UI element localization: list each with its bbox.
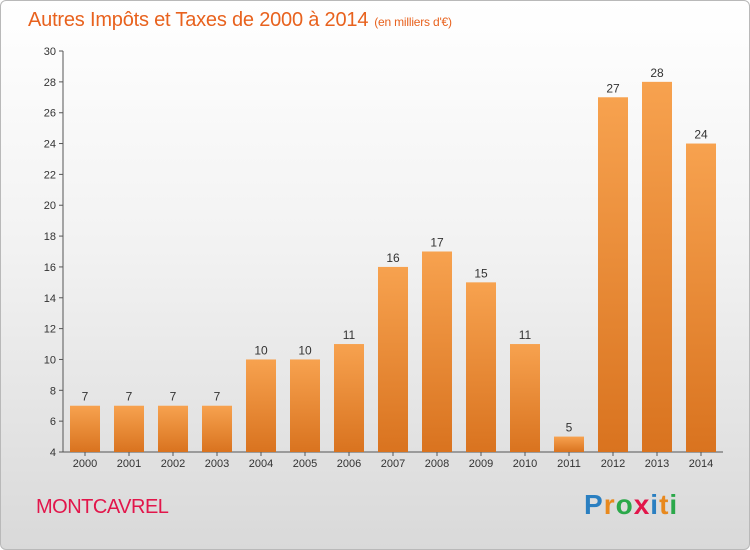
x-tick-label: 2002 — [161, 458, 185, 470]
x-tick-label: 2005 — [293, 458, 317, 470]
logo-letter: i — [669, 489, 679, 520]
x-tick-label: 2007 — [381, 458, 405, 470]
bar — [510, 344, 540, 452]
y-tick-label: 28 — [44, 77, 56, 89]
commune-name: MONTCAVREL — [36, 496, 169, 518]
x-tick-label: 2013 — [645, 458, 669, 470]
x-tick-label: 2010 — [513, 458, 537, 470]
proxiti-logo: Proxiti — [584, 489, 678, 521]
bar-value-label: 10 — [298, 343, 312, 357]
y-tick-label: 8 — [50, 385, 56, 397]
logo-letter: o — [615, 489, 634, 520]
chart-subtitle: (en milliers d'€) — [374, 15, 452, 29]
y-tick-label: 24 — [44, 139, 56, 151]
bar-value-label: 27 — [606, 81, 620, 95]
bar-value-label: 16 — [386, 251, 400, 265]
x-tick-label: 2006 — [337, 458, 361, 470]
bar-value-label: 28 — [650, 66, 664, 80]
bar — [554, 436, 584, 452]
y-tick-label: 14 — [44, 293, 56, 305]
bar-value-label: 11 — [343, 328, 356, 342]
y-tick-label: 30 — [44, 46, 56, 58]
bar — [290, 359, 320, 452]
bar-value-label: 11 — [519, 328, 532, 342]
bar-value-label: 7 — [82, 390, 89, 404]
bar — [158, 405, 188, 452]
bar — [686, 143, 716, 453]
bar — [598, 97, 628, 453]
x-tick-label: 2000 — [73, 458, 97, 470]
bar-value-label: 5 — [566, 421, 573, 435]
bar — [422, 251, 452, 452]
y-tick-label: 22 — [44, 169, 56, 181]
y-tick-label: 18 — [44, 231, 56, 243]
chart-title: Autres Impôts et Taxes de 2000 à 2014 (en… — [28, 9, 452, 31]
bar — [114, 405, 144, 452]
y-tick-label: 6 — [50, 416, 56, 428]
bar-value-label: 15 — [474, 266, 488, 280]
bar-value-label: 17 — [430, 236, 444, 250]
bar — [202, 405, 232, 452]
y-tick-label: 20 — [44, 200, 56, 212]
bar-value-label: 24 — [694, 128, 708, 142]
bar — [378, 266, 408, 452]
x-tick-label: 2011 — [557, 458, 581, 470]
x-tick-label: 2001 — [117, 458, 141, 470]
x-tick-label: 2008 — [425, 458, 449, 470]
bar — [246, 359, 276, 452]
bar — [642, 81, 672, 452]
y-tick-label: 12 — [44, 324, 56, 336]
x-tick-label: 2009 — [469, 458, 493, 470]
bar-value-label: 7 — [170, 390, 177, 404]
bar-value-label: 10 — [254, 343, 268, 357]
bar-value-label: 7 — [126, 390, 133, 404]
y-tick-label: 4 — [50, 447, 56, 459]
bar — [70, 405, 100, 452]
y-tick-label: 26 — [44, 108, 56, 120]
logo-letter: i — [650, 489, 660, 520]
bar-value-label: 7 — [214, 390, 221, 404]
x-tick-label: 2014 — [689, 458, 713, 470]
logo-letter: x — [633, 489, 651, 520]
x-tick-label: 2012 — [601, 458, 625, 470]
x-tick-label: 2004 — [249, 458, 273, 470]
y-tick-label: 16 — [44, 262, 56, 274]
logo-letter: P — [584, 489, 604, 520]
bar — [334, 344, 364, 452]
x-tick-label: 2003 — [205, 458, 229, 470]
y-tick-label: 10 — [44, 354, 56, 366]
bar — [466, 282, 496, 452]
logo-letter: t — [659, 489, 670, 520]
logo-letter: r — [603, 489, 616, 520]
